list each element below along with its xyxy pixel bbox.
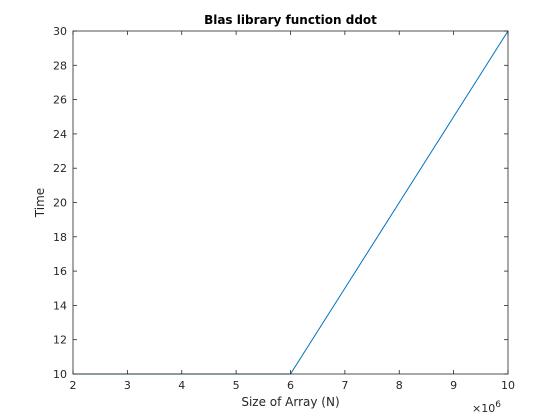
y-tick-label: 12 <box>53 334 67 347</box>
x-axis-multiplier-exponent: 6 <box>495 400 501 410</box>
x-tick-label: 2 <box>70 379 77 392</box>
x-tick-label: 7 <box>341 379 348 392</box>
y-tick-label: 20 <box>53 197 67 210</box>
y-axis-label: Time <box>33 188 47 218</box>
chart-title: Blas library function ddot <box>204 13 377 27</box>
y-tick-label: 28 <box>53 59 67 72</box>
y-tick-label: 22 <box>53 162 67 175</box>
y-tick-label: 16 <box>53 265 67 278</box>
x-axis-label: Size of Array (N) <box>241 395 339 409</box>
x-axis-multiplier: ×106 <box>472 400 501 415</box>
y-tick-label: 26 <box>53 94 67 107</box>
x-tick-label: 3 <box>124 379 131 392</box>
x-tick-label: 8 <box>396 379 403 392</box>
plot-frame <box>72 30 509 375</box>
y-tick-label: 24 <box>53 128 67 141</box>
y-tick-label: 18 <box>53 231 67 244</box>
x-tick-label: 5 <box>233 379 240 392</box>
x-tick-label: 4 <box>178 379 185 392</box>
x-tick-label: 10 <box>501 379 515 392</box>
x-tick-label: 9 <box>450 379 457 392</box>
plot-area <box>73 31 508 374</box>
y-tick-label: 30 <box>53 25 67 38</box>
x-tick-label: 6 <box>287 379 294 392</box>
y-tick-label: 10 <box>53 368 67 381</box>
y-tick-label: 14 <box>53 299 67 312</box>
x-axis-multiplier-base: ×10 <box>472 402 495 415</box>
